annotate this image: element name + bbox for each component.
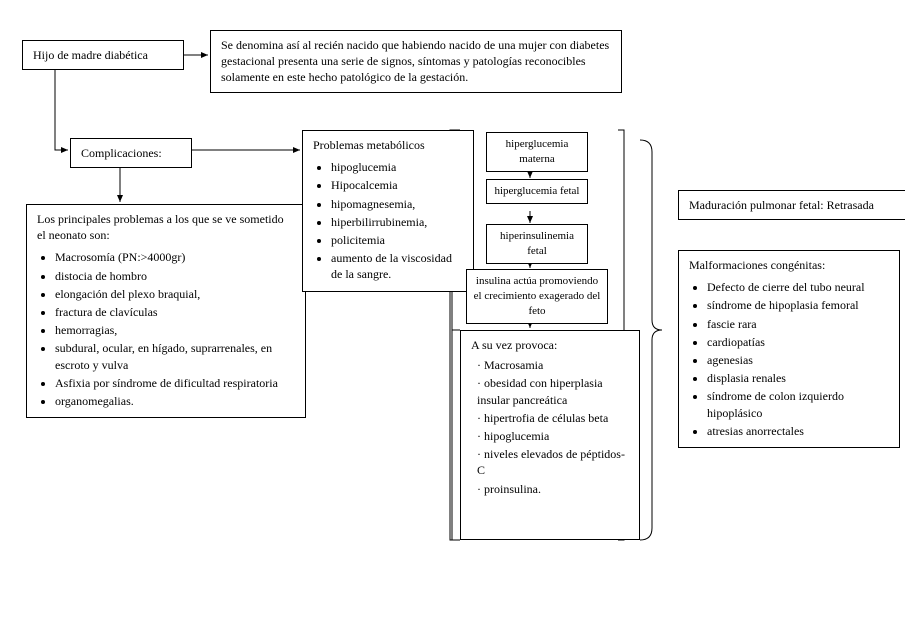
main-problems-list: Macrosomía (PN:>4000gr) distocia de homb… [55, 249, 295, 409]
list-item: hipoglucemia [477, 428, 629, 444]
root-label: Hijo de madre diabética [33, 48, 148, 62]
chain-node-2: hiperglucemia fetal [486, 179, 588, 204]
main-problems-title: Los principales problemas a los que se v… [37, 211, 295, 243]
chain-label: hiperglucemia fetal [494, 185, 579, 197]
list-item: síndrome de colon izquierdo hipoplásico [707, 388, 889, 420]
list-item: Asfixia por síndrome de dificultad respi… [55, 375, 295, 391]
list-item: atresias anorrectales [707, 423, 889, 439]
complications-label: Complicaciones: [81, 146, 162, 160]
chain-node-4: insulina actúa promoviendo el crecimient… [466, 269, 608, 324]
main-problems-node: Los principales problemas a los que se v… [26, 204, 306, 418]
list-item: hiperbilirrubinemia, [331, 214, 463, 230]
list-item: hipoglucemia [331, 159, 463, 175]
chain-node-1: hiperglucemia materna [486, 132, 588, 172]
metabolic-list: hipoglucemia Hipocalcemia hipomagnesemia… [331, 159, 463, 282]
list-item: hipomagnesemia, [331, 196, 463, 212]
provokes-list: Macrosamia obesidad con hiperplasia insu… [477, 357, 629, 497]
metabolic-node: Problemas metabólicos hipoglucemia Hipoc… [302, 130, 474, 292]
chain-node-3: hiperinsulinemia fetal [486, 224, 588, 264]
list-item: agenesias [707, 352, 889, 368]
flowchart-canvas: { "root": {"label": "Hijo de madre diabé… [0, 0, 905, 640]
list-item: Macrosamia [477, 357, 629, 373]
metabolic-title: Problemas metabólicos [313, 137, 463, 153]
definition-node: Se denomina así al recién nacido que hab… [210, 30, 622, 93]
list-item: displasia renales [707, 370, 889, 386]
root-node: Hijo de madre diabética [22, 40, 184, 70]
lung-node: Maduración pulmonar fetal: Retrasada [678, 190, 905, 220]
list-item: obesidad con hiperplasia insular pancreá… [477, 375, 629, 407]
provokes-node: A su vez provoca: Macrosamia obesidad co… [460, 330, 640, 540]
list-item: proinsulina. [477, 481, 629, 497]
lung-text: Maduración pulmonar fetal: Retrasada [689, 198, 874, 212]
list-item: hipertrofia de células beta [477, 410, 629, 426]
malformations-node: Malformaciones congénitas: Defecto de ci… [678, 250, 900, 448]
chain-label: insulina actúa promoviendo el crecimient… [474, 275, 601, 317]
list-item: elongación del plexo braquial, [55, 286, 295, 302]
list-item: aumento de la viscosidad de la sangre. [331, 250, 463, 282]
list-item: Defecto de cierre del tubo neural [707, 279, 889, 295]
list-item: niveles elevados de péptidos-C [477, 446, 629, 478]
list-item: cardiopatías [707, 334, 889, 350]
list-item: Macrosomía (PN:>4000gr) [55, 249, 295, 265]
list-item: distocia de hombro [55, 268, 295, 284]
list-item: Hipocalcemia [331, 177, 463, 193]
chain-label: hiperinsulinemia fetal [500, 230, 574, 257]
malformations-title: Malformaciones congénitas: [689, 257, 889, 273]
list-item: hemorragias, [55, 322, 295, 338]
list-item: policitemia [331, 232, 463, 248]
chain-label: hiperglucemia materna [506, 138, 569, 165]
malformations-list: Defecto de cierre del tubo neural síndro… [707, 279, 889, 439]
complications-node: Complicaciones: [70, 138, 192, 168]
list-item: organomegalias. [55, 393, 295, 409]
list-item: síndrome de hipoplasia femoral [707, 297, 889, 313]
definition-text: Se denomina así al recién nacido que hab… [221, 38, 609, 84]
list-item: fascie rara [707, 316, 889, 332]
list-item: subdural, ocular, en hígado, suprarrenal… [55, 340, 295, 372]
provokes-title: A su vez provoca: [471, 337, 629, 353]
list-item: fractura de clavículas [55, 304, 295, 320]
